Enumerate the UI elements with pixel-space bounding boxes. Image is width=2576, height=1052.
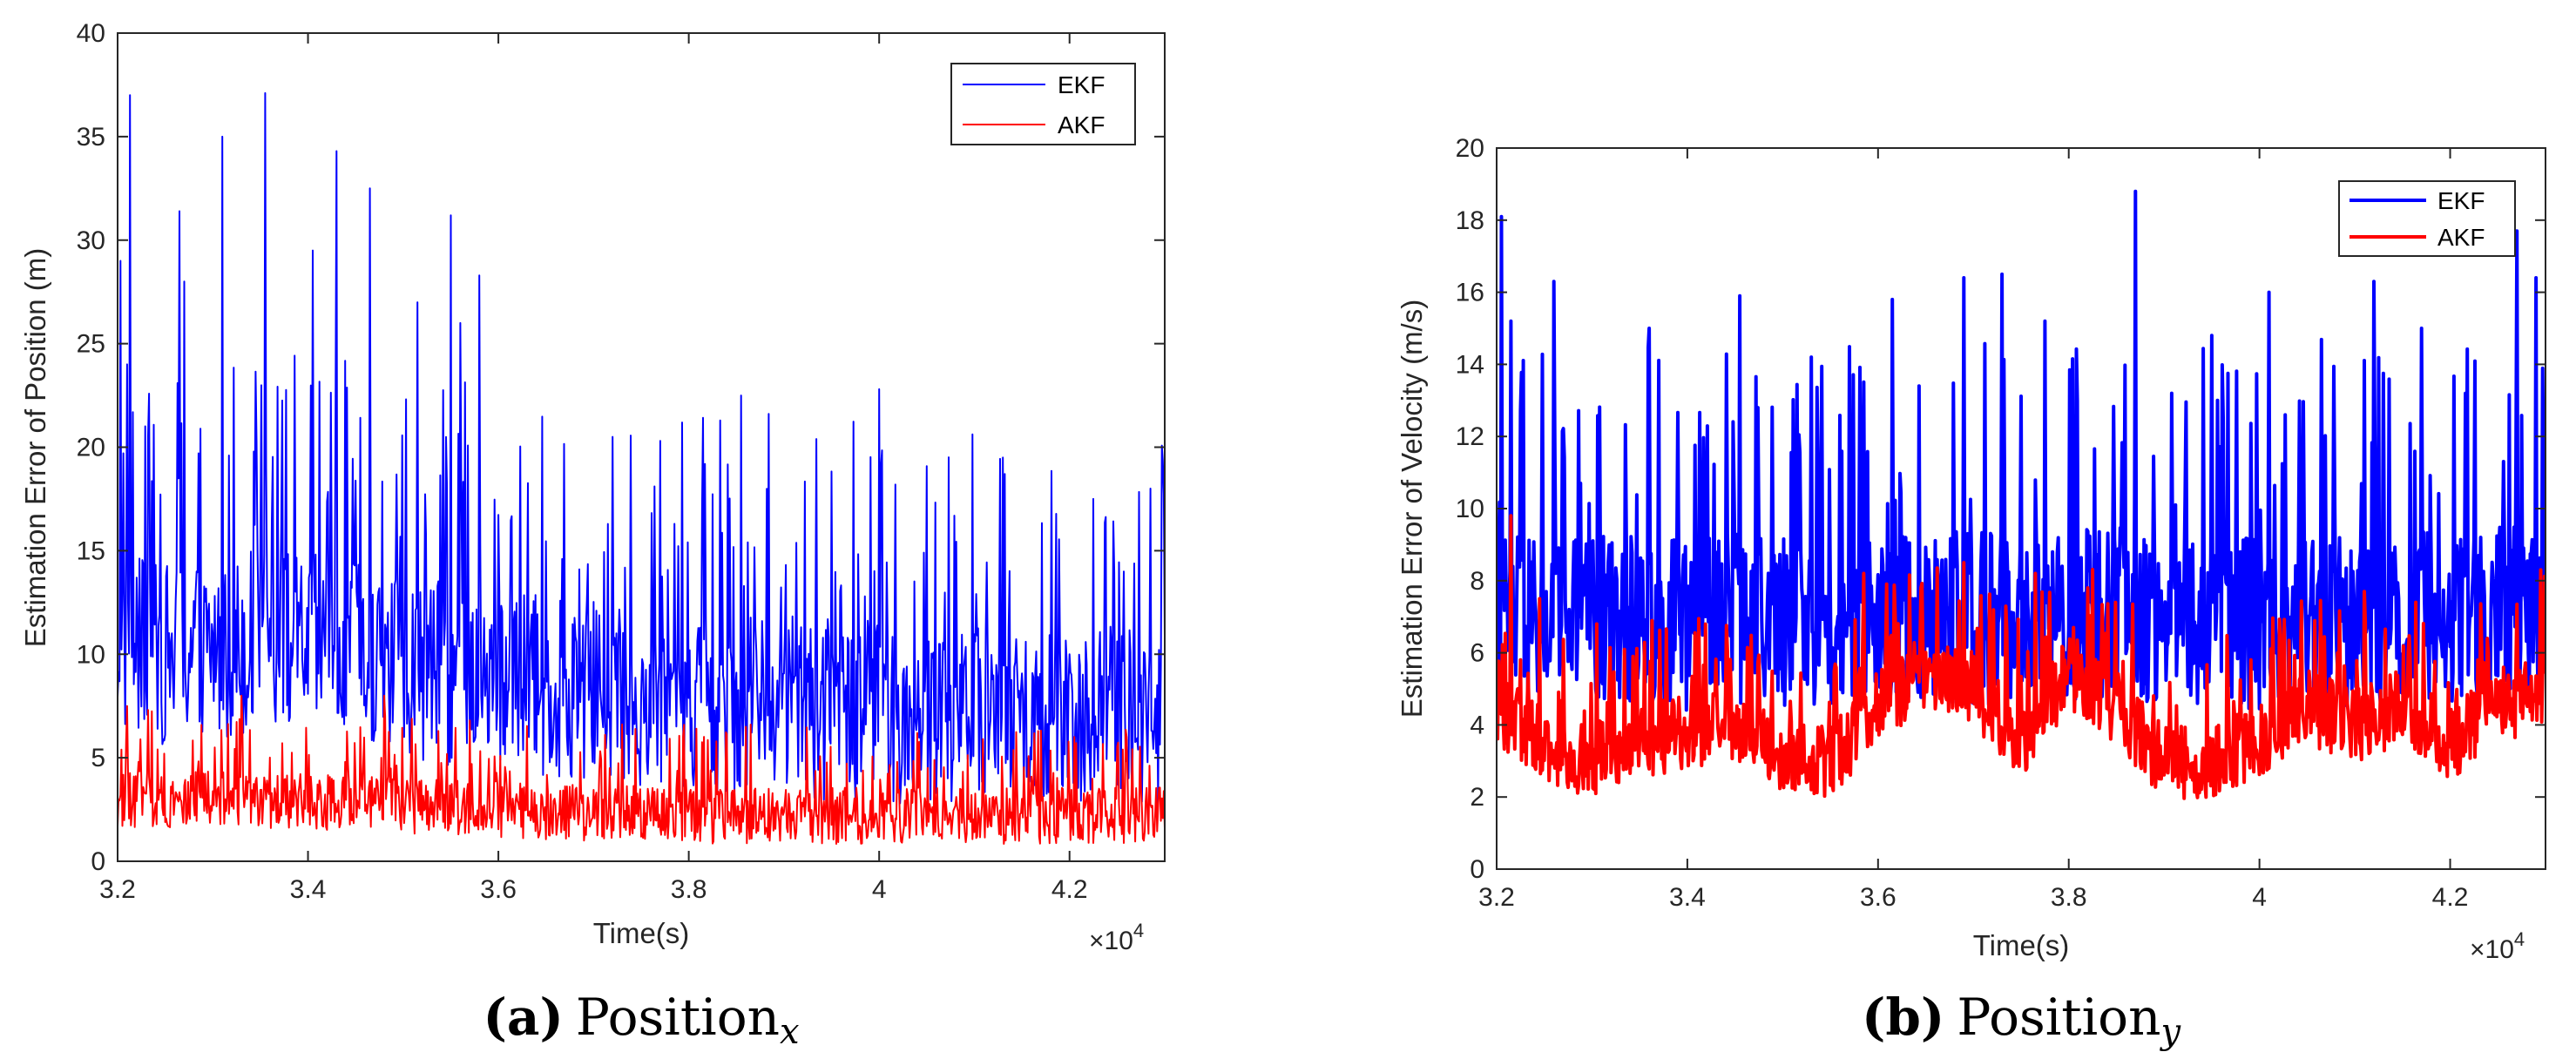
chart-panel-b: 3.2 3.4 3.6 3.8 4 4.2 0 2 4 6 8 10 12 14 16 18 20 Time(s… (1396, 134, 2546, 1052)
x-multiplier-exp-a: 4 (1133, 920, 1144, 941)
y-tick-label-a-1: 5 (91, 744, 105, 772)
caption-sub-b: y (2159, 1012, 2181, 1052)
x-multiplier-a: ×104 (1089, 920, 1144, 955)
y-tick-label-a-0: 0 (91, 847, 105, 876)
y-tick-label-b-2: 4 (1470, 711, 1484, 739)
series-layer-a (118, 91, 1165, 845)
y-tick-label-a-7: 35 (77, 123, 105, 152)
y-tick-label-b-7: 14 (1456, 350, 1484, 379)
y-axis-label-b: Estimation Error of Velocity (m/s) (1396, 300, 1428, 718)
legend-box-a (950, 63, 1136, 145)
caption-text-b: Position (1957, 988, 2160, 1047)
y-tick-label-b-9: 18 (1456, 206, 1484, 235)
caption-a: (a) Positionx (483, 988, 799, 1052)
tick-layer-a: 3.2 3.4 3.6 3.8 4 4.2 0 5 10 15 20 25 30 35 40 (77, 19, 1165, 904)
x-multiplier-exp-b: 4 (2514, 928, 2525, 950)
y-tick-label-b-10: 20 (1456, 134, 1484, 163)
x-tick-label-a-4: 4 (872, 875, 887, 904)
series-layer-b (1497, 189, 2546, 800)
x-tick-label-a-3: 3.8 (671, 875, 707, 904)
y-tick-label-b-0: 0 (1470, 855, 1484, 884)
y-tick-label-b-6: 12 (1456, 422, 1484, 451)
legend-a: EKF AKF (950, 63, 1136, 145)
y-tick-label-b-1: 2 (1470, 783, 1484, 812)
y-tick-label-a-8: 40 (77, 19, 105, 48)
series-line-akf-a (118, 694, 1165, 845)
tick-layer-b: 3.2 3.4 3.6 3.8 4 4.2 0 2 4 6 8 10 12 14 16 18 20 (1456, 134, 2546, 912)
x-multiplier-b: ×104 (2470, 928, 2525, 964)
y-tick-label-b-5: 10 (1456, 495, 1484, 523)
caption-sub-a: x (780, 1012, 800, 1052)
x-tick-label-b-4: 4 (2252, 883, 2267, 912)
series-line-akf-b (1497, 514, 2546, 800)
x-tick-label-a-1: 3.4 (290, 875, 327, 904)
x-tick-label-a-2: 3.6 (480, 875, 517, 904)
y-tick-label-a-4: 20 (77, 434, 105, 462)
x-axis-label-a: Time(s) (593, 917, 690, 949)
series-line-ekf-b (1497, 189, 2546, 712)
y-tick-label-a-2: 10 (77, 640, 105, 669)
y-tick-label-a-5: 25 (77, 330, 105, 359)
legend-label-ekf-a: EKF (1058, 71, 1105, 98)
caption-letter-b: (b) (1862, 988, 1944, 1047)
x-multiplier-base-b: ×10 (2470, 935, 2514, 964)
y-tick-label-b-3: 6 (1470, 639, 1484, 668)
x-tick-label-a-0: 3.2 (99, 875, 136, 904)
y-tick-label-a-3: 15 (77, 536, 105, 565)
y-tick-label-b-4: 8 (1470, 567, 1484, 596)
y-tick-label-a-6: 30 (77, 226, 105, 255)
caption-b: (b) Positiony (1862, 988, 2182, 1052)
legend-b: EKF AKF (2338, 180, 2516, 257)
legend-label-akf-b: AKF (2437, 224, 2485, 251)
x-tick-label-b-5: 4.2 (2432, 883, 2469, 912)
x-tick-label-a-5: 4.2 (1051, 875, 1088, 904)
caption-text-a: Position (576, 988, 780, 1047)
chart-panel-a: 3.2 3.4 3.6 3.8 4 4.2 0 5 10 15 20 25 30 35 40 Time(s)… (19, 19, 1166, 1052)
y-tick-label-b-8: 16 (1456, 279, 1484, 307)
caption-letter-a: (a) (483, 988, 563, 1047)
legend-label-ekf-b: EKF (2437, 187, 2485, 214)
x-axis-label-b: Time(s) (1973, 929, 2070, 961)
x-tick-label-b-2: 3.6 (1860, 883, 1897, 912)
x-tick-label-b-3: 3.8 (2051, 883, 2087, 912)
x-tick-label-b-0: 3.2 (1478, 883, 1515, 912)
legend-box-b (2338, 180, 2516, 257)
y-axis-label-a: Estimation Error of Position (m) (19, 248, 51, 647)
x-multiplier-base-a: ×10 (1089, 927, 1133, 955)
legend-label-akf-a: AKF (1058, 111, 1105, 138)
series-line-ekf-a (118, 91, 1165, 805)
x-tick-label-b-1: 3.4 (1669, 883, 1706, 912)
